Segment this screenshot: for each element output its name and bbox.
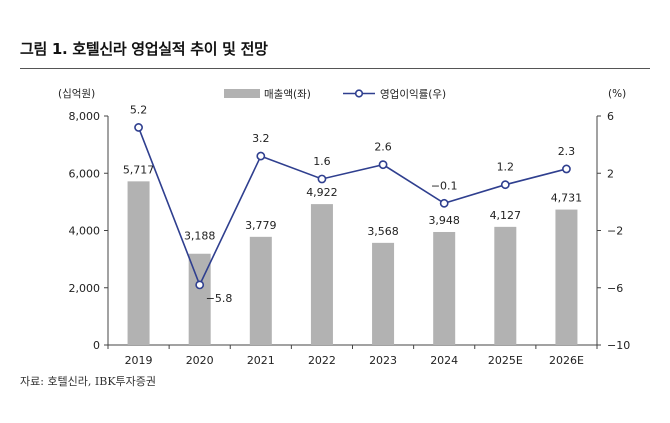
source-note: 자료: 호텔신라, IBK투자증권 (20, 375, 157, 388)
revenue-bar-value-label: 3,188 (184, 230, 216, 243)
revenue-bar-value-label: 4,731 (551, 192, 583, 205)
legend-bar-swatch (224, 89, 260, 98)
x-axis-category-label: 2023 (369, 354, 397, 367)
margin-point-marker (256, 151, 266, 161)
revenue-bar (372, 242, 395, 345)
revenue-bar (188, 253, 211, 345)
left-axis-tick-label: 6,000 (69, 167, 101, 180)
revenue-bar-value-label: 3,779 (245, 219, 277, 232)
chart-legend: 매출액(좌) 영업이익률(우) (224, 88, 446, 101)
right-axis-tick-label: 2 (607, 167, 614, 180)
right-axis-tick-label: −10 (607, 339, 630, 352)
margin-point-marker (378, 160, 388, 170)
x-axis-category-label: 2020 (186, 354, 214, 367)
revenue-bar-value-label: 4,127 (490, 209, 522, 222)
margin-point-value-label: 2.6 (374, 141, 392, 154)
margin-point-labels: 5.2 −5.8 3.2 1.6 2.6 −0.1 1.2 2.3 (130, 103, 575, 304)
revenue-bar (555, 209, 578, 345)
legend-line-marker (354, 89, 364, 98)
right-axis-tick-label: 6 (607, 110, 614, 123)
margin-point-marker (134, 123, 143, 132)
x-axis-category-label: 2022 (308, 354, 336, 367)
title-divider (20, 68, 650, 69)
revenue-bar (127, 181, 150, 345)
right-axis-unit: (%) (608, 88, 626, 100)
left-axis-tick-label: 4,000 (69, 225, 101, 238)
margin-line (137, 127, 567, 287)
revenue-bar (433, 231, 456, 345)
chart-axes: 0 2,000 4,000 6,000 8,000 −10 −6 −2 2 6 2019 2020 20… (69, 110, 631, 367)
right-axis-tick-label: −2 (607, 225, 623, 238)
revenue-bar-value-label: 3,568 (367, 225, 399, 238)
margin-point-marker (439, 198, 449, 208)
revenue-bar-labels: 5,717 3,188 3,779 4,922 3,568 3,948 4,127 4,731 (123, 163, 582, 242)
margin-line-series (134, 123, 571, 290)
figure-title: 그림 1. 호텔신라 영업실적 추이 및 전망 (20, 40, 268, 58)
margin-point-marker (195, 280, 205, 290)
revenue-bar-value-label: 5,717 (123, 163, 155, 176)
revenue-bar (249, 236, 272, 345)
margin-point-value-label: 1.6 (313, 155, 331, 168)
x-axis-category-label: 2024 (430, 354, 458, 367)
x-axis-category-label: 2019 (125, 354, 153, 367)
margin-point-value-label: −5.8 (206, 292, 233, 305)
x-axis-category-label: 2026E (549, 354, 584, 367)
x-axis-category-label: 2025E (488, 354, 523, 367)
legend-bar-label: 매출액(좌) (264, 89, 311, 101)
margin-point-marker (317, 174, 327, 184)
margin-point-value-label: 2.3 (558, 145, 576, 158)
right-axis-tick-label: −6 (607, 282, 623, 295)
left-axis-tick-label: 8,000 (69, 110, 101, 123)
revenue-bar-value-label: 3,948 (428, 214, 460, 227)
margin-point-marker (500, 180, 510, 190)
left-axis-unit: (십억원) (58, 88, 95, 100)
margin-point-marker (562, 164, 571, 174)
margin-point-value-label: −0.1 (431, 179, 458, 192)
left-axis-tick-label: 0 (93, 339, 100, 352)
margin-point-value-label: 1.2 (497, 161, 515, 174)
margin-point-value-label: 5.2 (130, 103, 148, 116)
revenue-bar (310, 204, 333, 345)
revenue-bar-value-label: 4,922 (306, 186, 338, 199)
margin-point-value-label: 3.2 (252, 132, 270, 145)
revenue-bar (494, 226, 517, 345)
x-axis-category-label: 2021 (247, 354, 275, 367)
left-axis-tick-label: 2,000 (69, 282, 101, 295)
legend-line-label: 영업이익률(우) (380, 88, 446, 101)
revenue-bars (127, 181, 578, 345)
